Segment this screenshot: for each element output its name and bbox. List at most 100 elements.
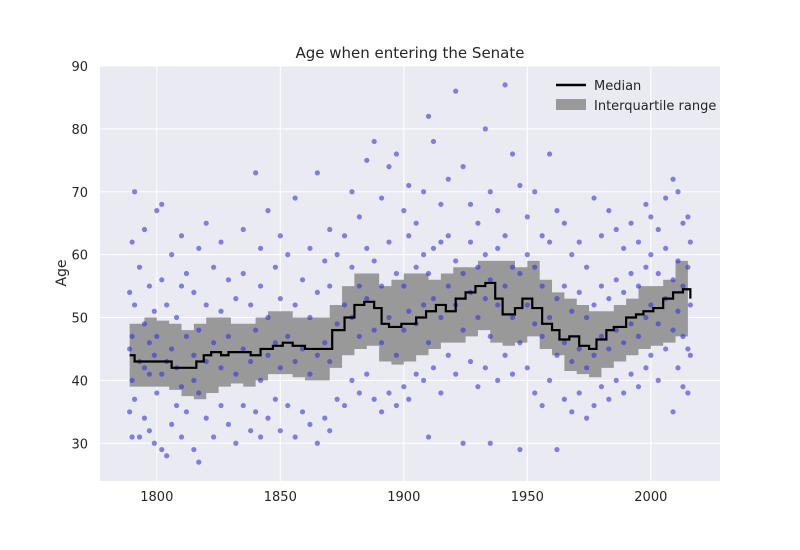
scatter-point — [606, 396, 612, 402]
scatter-point — [628, 270, 634, 277]
scatter-point — [151, 352, 157, 358]
scatter-point — [406, 233, 412, 239]
scatter-point — [621, 245, 627, 251]
scatter-point — [635, 333, 642, 339]
scatter-point — [509, 371, 516, 377]
legend-median-label: Median — [594, 79, 641, 94]
scatter-point — [248, 358, 254, 365]
scatter-point — [277, 296, 283, 302]
scatter-point — [487, 189, 493, 195]
scatter-point — [327, 428, 333, 434]
scatter-point — [591, 402, 597, 409]
scatter-point — [680, 384, 686, 390]
scatter-point — [349, 377, 355, 383]
scatter-point — [327, 283, 333, 289]
scatter-point — [371, 396, 377, 402]
scatter-point — [364, 157, 370, 163]
scatter-point — [393, 151, 400, 157]
scatter-point — [687, 239, 693, 245]
scatter-point — [413, 371, 419, 377]
scatter-point — [495, 377, 501, 383]
scatter-point — [334, 321, 340, 327]
scatter-point — [292, 358, 298, 365]
scatter-point — [420, 377, 427, 383]
legend-iqr-label: Interquartile range — [594, 99, 716, 114]
scatter-point — [378, 340, 385, 346]
scatter-point — [356, 283, 362, 289]
scatter-point — [487, 440, 493, 446]
scatter-point — [129, 239, 135, 245]
scatter-point — [292, 195, 298, 201]
scatter-point — [203, 220, 209, 226]
scatter-point — [265, 415, 271, 421]
scatter-point — [591, 195, 597, 201]
scatter-point — [554, 352, 560, 358]
scatter-point — [292, 302, 298, 308]
scatter-point — [517, 270, 523, 277]
scatter-point — [524, 365, 530, 371]
scatter-point — [475, 314, 481, 321]
scatter-point — [211, 434, 217, 440]
scatter-point — [554, 296, 560, 302]
scatter-point — [635, 239, 642, 245]
scatter-point — [164, 453, 170, 459]
scatter-point — [643, 264, 649, 270]
scatter-point — [663, 245, 669, 251]
scatter-point — [322, 340, 328, 346]
scatter-point — [393, 402, 400, 409]
scatter-point — [509, 314, 516, 321]
scatter-point — [613, 277, 619, 283]
iqr-band-layer — [129, 254, 688, 400]
scatter-point — [154, 390, 160, 396]
scatter-point — [334, 252, 340, 258]
scatter-point — [285, 252, 291, 258]
scatter-point — [183, 409, 190, 415]
scatter-point — [569, 358, 575, 365]
scatter-point — [687, 352, 693, 358]
scatter-point — [561, 396, 567, 402]
scatter-point — [364, 245, 370, 251]
scatter-point — [445, 233, 451, 239]
scatter-point — [584, 415, 590, 421]
scatter-point — [191, 377, 197, 383]
scatter-point — [386, 314, 392, 321]
scatter-point — [248, 428, 254, 434]
scatter-point — [341, 302, 348, 308]
scatter-point — [628, 371, 634, 377]
scatter-point — [569, 252, 575, 258]
scatter-point — [378, 409, 385, 415]
scatter-point — [670, 409, 676, 415]
scatter-point — [386, 390, 392, 396]
scatter-point — [406, 308, 412, 314]
scatter-point — [524, 214, 530, 220]
scatter-point — [136, 434, 143, 440]
scatter-point — [467, 239, 474, 245]
scatter-point — [635, 384, 642, 390]
scatter-point — [154, 333, 160, 339]
scatter-point — [146, 340, 153, 346]
scatter-point — [648, 214, 654, 220]
x-axis-ticks: 1800 1850 1900 1950 2000 — [140, 490, 667, 505]
scatter-point — [561, 220, 567, 226]
scatter-point — [502, 233, 508, 239]
scatter-point — [169, 346, 175, 352]
scatter-point — [495, 245, 501, 251]
scatter-point — [655, 321, 661, 327]
scatter-point — [371, 258, 377, 264]
scatter-point — [546, 377, 553, 383]
scatter-point — [127, 409, 133, 415]
scatter-point — [598, 283, 605, 289]
scatter-point — [546, 151, 553, 157]
scatter-point — [502, 352, 508, 358]
scatter-point — [413, 220, 419, 226]
y-tick-label: 70 — [71, 186, 88, 201]
scatter-point — [680, 283, 686, 289]
scatter-point — [364, 371, 370, 377]
scatter-point — [401, 327, 407, 333]
scatter-point — [136, 264, 143, 270]
legend: Median Interquartile range — [556, 79, 716, 114]
scatter-point — [539, 333, 545, 339]
scatter-point — [378, 195, 385, 201]
scatter-point — [539, 402, 545, 409]
